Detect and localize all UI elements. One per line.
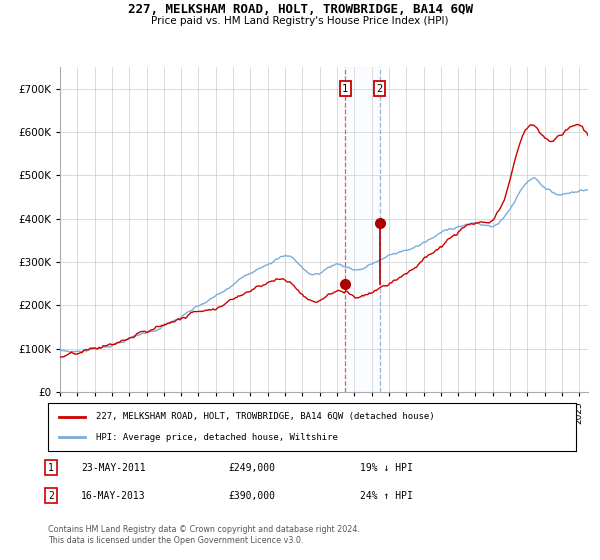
Text: Price paid vs. HM Land Registry's House Price Index (HPI): Price paid vs. HM Land Registry's House … xyxy=(151,16,449,26)
Text: 1: 1 xyxy=(342,84,349,94)
Text: 23-MAY-2011: 23-MAY-2011 xyxy=(81,463,146,473)
Text: 2: 2 xyxy=(376,84,383,94)
Text: 16-MAY-2013: 16-MAY-2013 xyxy=(81,491,146,501)
Text: 24% ↑ HPI: 24% ↑ HPI xyxy=(360,491,413,501)
Text: Contains HM Land Registry data © Crown copyright and database right 2024.
This d: Contains HM Land Registry data © Crown c… xyxy=(48,525,360,545)
Text: 19% ↓ HPI: 19% ↓ HPI xyxy=(360,463,413,473)
Bar xyxy=(345,67,380,392)
Text: 2: 2 xyxy=(48,491,54,501)
Text: HPI: Average price, detached house, Wiltshire: HPI: Average price, detached house, Wilt… xyxy=(95,433,337,442)
Text: £249,000: £249,000 xyxy=(228,463,275,473)
Text: 1: 1 xyxy=(48,463,54,473)
Text: £390,000: £390,000 xyxy=(228,491,275,501)
Text: 227, MELKSHAM ROAD, HOLT, TROWBRIDGE, BA14 6QW (detached house): 227, MELKSHAM ROAD, HOLT, TROWBRIDGE, BA… xyxy=(95,412,434,421)
Text: 227, MELKSHAM ROAD, HOLT, TROWBRIDGE, BA14 6QW: 227, MELKSHAM ROAD, HOLT, TROWBRIDGE, BA… xyxy=(128,3,473,16)
